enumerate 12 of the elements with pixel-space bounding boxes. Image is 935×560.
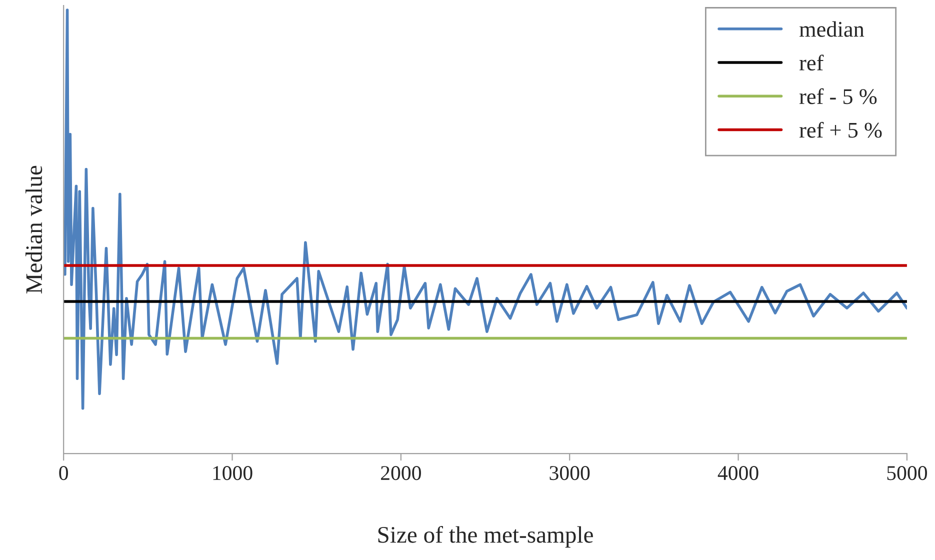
x-tick-label: 3000: [550, 466, 590, 480]
x-axis-title: Size of the met-sample: [378, 526, 593, 548]
y-axis-title: Median value: [26, 166, 42, 294]
x-tick-label: 0: [59, 466, 68, 480]
x-tick-label: 4000: [718, 466, 758, 480]
x-tick-label: 2000: [381, 466, 421, 480]
legend-label: median: [799, 21, 864, 37]
legend-label: ref: [799, 54, 824, 70]
legend-label: ref + 5 %: [799, 122, 882, 138]
x-tick-label: 1000: [213, 466, 252, 480]
x-tick-label: 5000: [887, 466, 927, 480]
legend-label: ref - 5 %: [799, 88, 877, 104]
